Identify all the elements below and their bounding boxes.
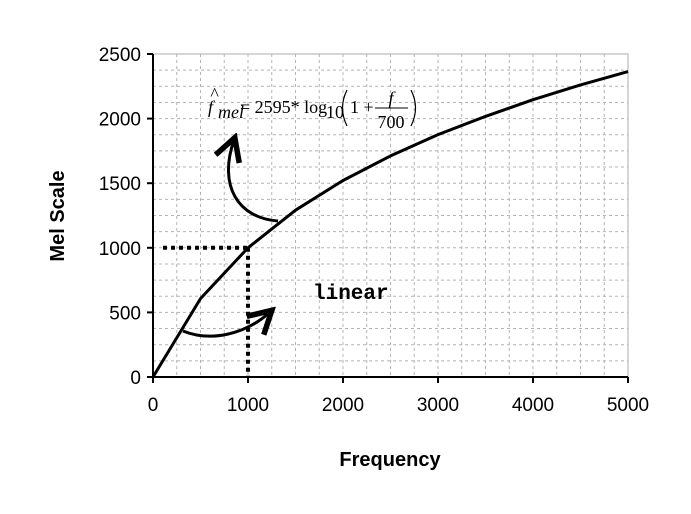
formula-numerator: f	[388, 88, 396, 108]
x-axis-title: Frequency	[339, 449, 441, 471]
linear-arrow	[182, 312, 270, 338]
formula-coefficient: = 2595* log	[240, 97, 327, 117]
formula-left-paren	[341, 89, 348, 127]
linear-label: linear	[313, 283, 389, 306]
formula-log-base: 10	[326, 102, 344, 122]
series-line	[151, 70, 629, 378]
x-tick-label: 1000	[227, 395, 269, 416]
formula-lhs: f	[208, 97, 216, 117]
formula-right-paren	[410, 89, 417, 127]
y-tick-label: 1500	[99, 174, 141, 195]
x-tick-label: 4000	[512, 395, 554, 416]
x-tick-label: 5000	[607, 395, 649, 416]
y-tick-label: 1000	[99, 239, 141, 260]
x-axis-ticks: 0 1000 2000 3000 4000 5000	[148, 377, 649, 416]
y-tick-label: 2000	[99, 110, 141, 131]
y-tick-label: 0	[130, 368, 141, 389]
axes	[152, 54, 628, 378]
formula-one-plus: 1 +	[350, 97, 374, 117]
y-axis-ticks: 0 500 1000 1500 2000 2500	[99, 45, 153, 389]
x-tick-label: 3000	[417, 395, 459, 416]
y-tick-label: 500	[109, 303, 141, 324]
x-tick-label: 0	[148, 395, 159, 416]
formula: f ^ mel = 2595* log 10 1 + f 700	[208, 84, 417, 132]
y-axis-title: Mel Scale	[47, 170, 69, 261]
formula-hat: ^	[210, 84, 219, 104]
x-tick-label: 2000	[322, 395, 364, 416]
mel-curve	[151, 70, 629, 378]
y-tick-label: 2500	[99, 45, 141, 66]
log-arrow	[228, 140, 279, 223]
formula-subscript: mel	[218, 102, 244, 122]
formula-denominator: 700	[378, 112, 405, 132]
